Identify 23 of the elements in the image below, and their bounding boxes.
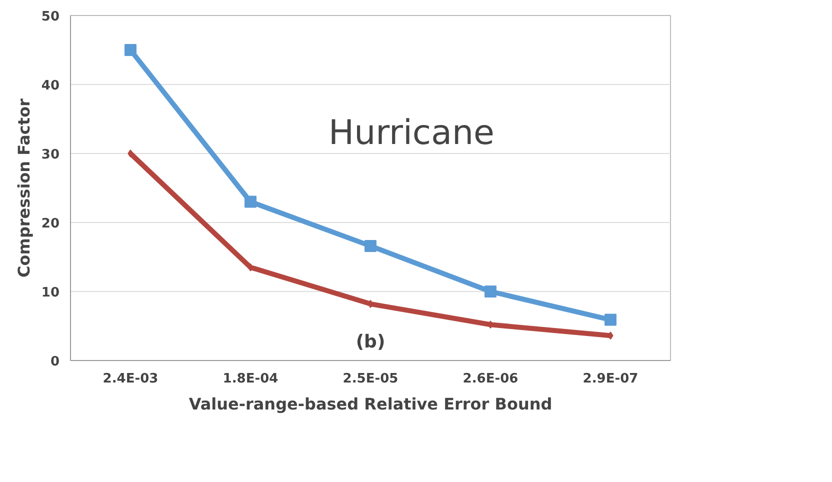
y-tick-label: 0 bbox=[50, 354, 60, 370]
y-tick-label: 10 bbox=[41, 286, 60, 300]
point bbox=[124, 44, 136, 56]
x-tick-label: 1.8E-04 bbox=[222, 372, 278, 386]
point bbox=[368, 300, 374, 308]
annotation: Hurricane bbox=[328, 112, 494, 153]
x-tick-label: 2.4E-03 bbox=[102, 372, 158, 386]
y-tick-label: 40 bbox=[41, 78, 60, 94]
annotation: (b) bbox=[356, 332, 386, 352]
point bbox=[244, 196, 256, 208]
point bbox=[364, 240, 376, 252]
y-axis-title: Compression Factor bbox=[14, 98, 34, 278]
x-tick-label: 2.5E-05 bbox=[342, 372, 398, 386]
y-tick-label: 20 bbox=[41, 216, 60, 232]
x-axis-title: Value-range-based Relative Error Bound bbox=[188, 394, 552, 414]
y-tick-label: 50 bbox=[41, 10, 60, 24]
y-tick-label: 30 bbox=[41, 148, 60, 162]
x-tick-label: 2.6E-06 bbox=[462, 372, 518, 386]
point bbox=[604, 314, 616, 326]
point bbox=[248, 263, 254, 272]
point bbox=[484, 286, 496, 298]
point bbox=[128, 150, 134, 158]
x-tick-label: 2.9E-07 bbox=[582, 372, 638, 386]
